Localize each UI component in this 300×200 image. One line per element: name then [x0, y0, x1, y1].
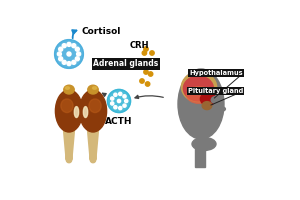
Circle shape: [118, 106, 122, 110]
Circle shape: [72, 44, 76, 48]
Ellipse shape: [192, 138, 216, 150]
Circle shape: [123, 104, 126, 107]
Circle shape: [67, 62, 71, 66]
Text: ACTH: ACTH: [105, 116, 133, 126]
Polygon shape: [195, 143, 206, 167]
Ellipse shape: [56, 90, 82, 132]
Ellipse shape: [61, 99, 73, 113]
Circle shape: [117, 99, 121, 103]
Circle shape: [62, 44, 66, 48]
Circle shape: [144, 70, 148, 74]
Text: Hypothalamus: Hypothalamus: [189, 70, 243, 76]
Circle shape: [150, 51, 154, 55]
Circle shape: [144, 47, 148, 51]
Ellipse shape: [202, 102, 212, 110]
Ellipse shape: [183, 76, 213, 101]
Ellipse shape: [187, 87, 211, 103]
Circle shape: [147, 60, 151, 64]
Ellipse shape: [92, 87, 97, 89]
Text: Adrenal glands: Adrenal glands: [93, 60, 158, 68]
Circle shape: [59, 47, 63, 51]
Circle shape: [72, 60, 76, 64]
Ellipse shape: [200, 93, 216, 105]
Circle shape: [146, 82, 150, 86]
Circle shape: [148, 72, 153, 76]
Ellipse shape: [80, 90, 106, 132]
Circle shape: [67, 42, 71, 46]
Circle shape: [76, 52, 81, 56]
Ellipse shape: [218, 107, 225, 111]
Circle shape: [75, 57, 79, 61]
Ellipse shape: [182, 72, 217, 102]
Circle shape: [107, 89, 130, 113]
Text: CRH: CRH: [130, 40, 149, 49]
Circle shape: [142, 51, 147, 55]
Circle shape: [67, 52, 71, 56]
Circle shape: [124, 99, 128, 103]
Circle shape: [75, 47, 79, 51]
Circle shape: [114, 93, 117, 96]
Circle shape: [118, 92, 122, 96]
Ellipse shape: [83, 107, 88, 118]
Circle shape: [111, 102, 114, 105]
Ellipse shape: [211, 96, 221, 104]
Ellipse shape: [178, 69, 224, 139]
Ellipse shape: [65, 87, 70, 89]
Circle shape: [111, 97, 114, 100]
Text: Pituitary gland: Pituitary gland: [188, 88, 243, 94]
Circle shape: [55, 40, 83, 68]
Ellipse shape: [74, 107, 79, 118]
Ellipse shape: [89, 99, 101, 113]
Circle shape: [140, 79, 144, 83]
Circle shape: [141, 61, 145, 65]
Circle shape: [57, 52, 62, 56]
Circle shape: [123, 95, 126, 98]
Text: Cortisol: Cortisol: [81, 27, 120, 36]
Circle shape: [114, 106, 117, 109]
Ellipse shape: [64, 85, 74, 94]
Circle shape: [62, 60, 66, 64]
Circle shape: [59, 57, 63, 61]
Ellipse shape: [88, 85, 98, 94]
